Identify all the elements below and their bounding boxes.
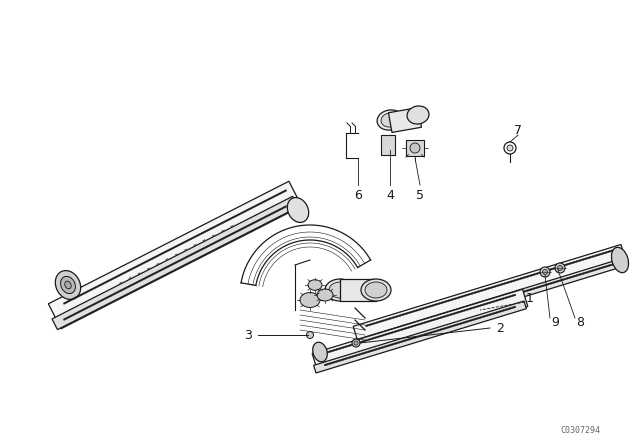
Text: 4: 4 — [386, 189, 394, 202]
Ellipse shape — [329, 282, 351, 298]
Polygon shape — [355, 258, 625, 348]
Text: 3: 3 — [244, 328, 252, 341]
Ellipse shape — [287, 198, 308, 223]
Text: 8: 8 — [576, 315, 584, 328]
Polygon shape — [52, 196, 298, 330]
Ellipse shape — [557, 266, 563, 271]
Ellipse shape — [504, 142, 516, 154]
Text: 6: 6 — [354, 189, 362, 202]
Polygon shape — [63, 206, 287, 320]
Ellipse shape — [555, 263, 565, 273]
Ellipse shape — [61, 276, 76, 293]
Ellipse shape — [377, 110, 403, 130]
Ellipse shape — [354, 341, 358, 345]
Ellipse shape — [65, 281, 71, 289]
Ellipse shape — [543, 270, 547, 275]
Ellipse shape — [313, 342, 327, 362]
Ellipse shape — [381, 113, 399, 127]
Polygon shape — [312, 289, 528, 371]
Polygon shape — [63, 190, 287, 305]
Ellipse shape — [365, 282, 387, 298]
Ellipse shape — [308, 280, 322, 290]
Ellipse shape — [540, 267, 550, 277]
Ellipse shape — [300, 293, 320, 307]
Ellipse shape — [55, 271, 81, 299]
Ellipse shape — [611, 247, 628, 273]
Polygon shape — [314, 301, 526, 373]
Text: 2: 2 — [496, 322, 504, 335]
Text: C0307294: C0307294 — [560, 426, 600, 435]
Polygon shape — [324, 306, 516, 366]
Polygon shape — [406, 140, 424, 156]
Text: 1: 1 — [526, 292, 534, 305]
Polygon shape — [381, 135, 395, 155]
Ellipse shape — [307, 332, 314, 339]
Ellipse shape — [325, 279, 355, 301]
Polygon shape — [324, 294, 516, 354]
Polygon shape — [365, 249, 614, 327]
Ellipse shape — [407, 106, 429, 124]
Polygon shape — [340, 279, 376, 301]
Text: 7: 7 — [514, 124, 522, 137]
Ellipse shape — [410, 143, 420, 153]
Polygon shape — [388, 108, 422, 133]
Polygon shape — [353, 245, 627, 345]
Polygon shape — [365, 263, 614, 341]
Ellipse shape — [317, 289, 333, 301]
Text: 9: 9 — [551, 315, 559, 328]
Ellipse shape — [507, 145, 513, 151]
Text: 5: 5 — [416, 189, 424, 202]
Polygon shape — [49, 181, 301, 329]
Ellipse shape — [352, 339, 360, 347]
Ellipse shape — [361, 279, 391, 301]
